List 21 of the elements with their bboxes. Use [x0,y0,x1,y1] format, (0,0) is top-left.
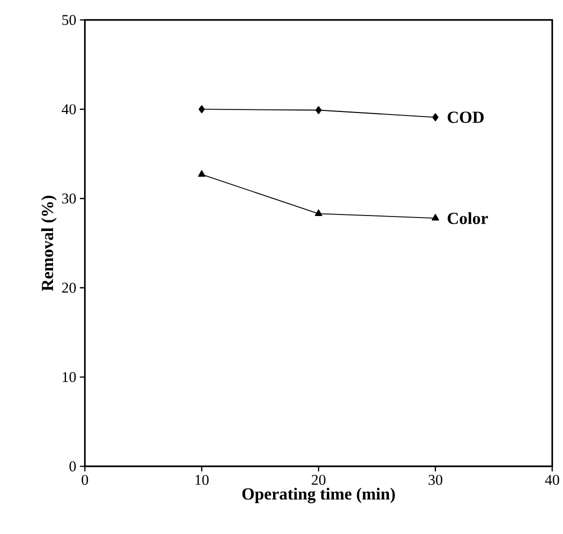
series-label: Color [448,212,488,224]
y-tick-label: 30 [62,193,76,204]
x-tick-label: 0 [82,474,88,485]
y-tick-label: 0 [69,461,76,472]
x-tick-label: 40 [545,474,560,485]
point [432,214,440,220]
x-tick-label: 10 [196,474,209,485]
y-tick-label: 40 [62,104,76,114]
point [432,113,439,122]
y-tick-label: 20 [62,282,76,293]
x-tick-label: 20 [312,474,326,485]
x-axis-title: Operating time (min) [242,488,395,504]
y-tick-label: 10 [62,372,76,382]
y-axis-title: Removal (%) [41,196,57,291]
point [315,106,322,114]
point [198,105,205,114]
x-tick-label: 30 [428,474,442,485]
y-tick-label: 50 [62,14,76,25]
series-label: COD [448,111,484,123]
point [198,170,206,177]
point [314,209,322,216]
